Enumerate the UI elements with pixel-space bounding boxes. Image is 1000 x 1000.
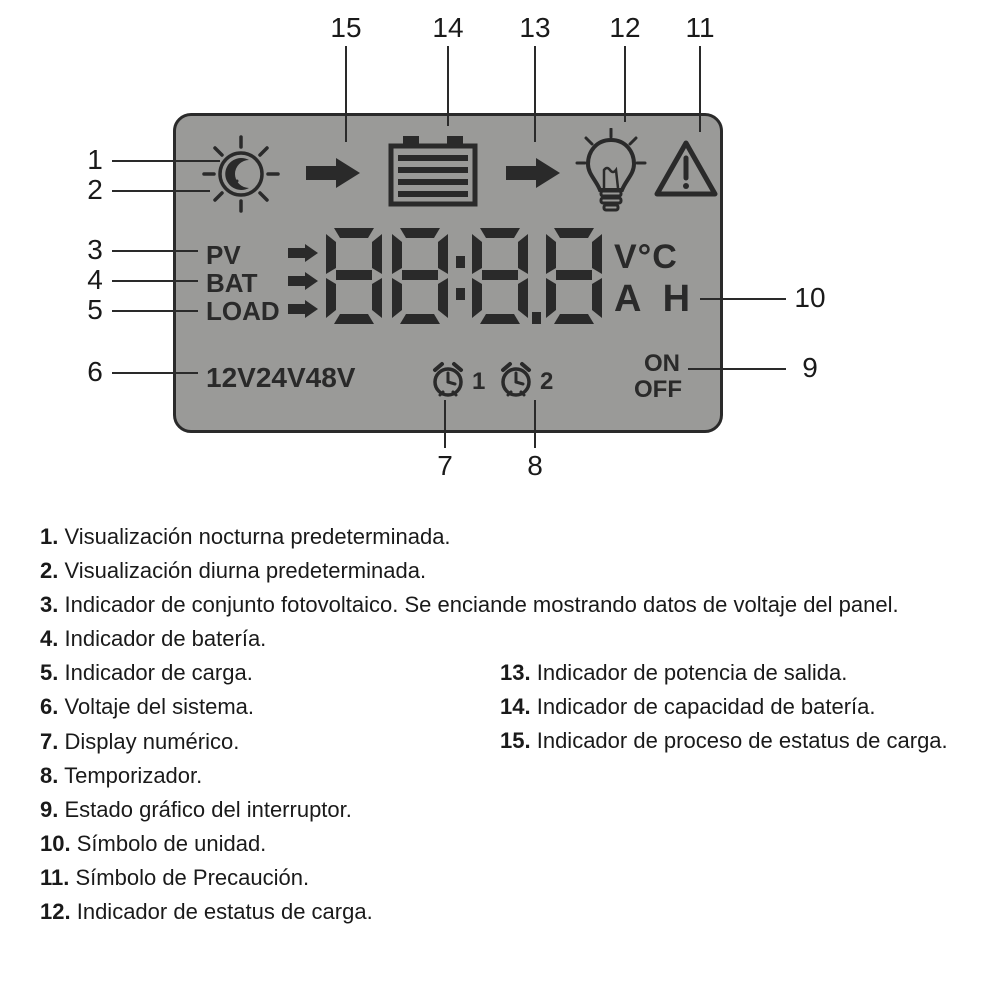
pv-arrow-icon <box>288 244 318 262</box>
callout-13: 13 <box>515 12 555 44</box>
legend-right: 13. Indicador de potencia de salida. 14.… <box>500 656 980 758</box>
callout-9: 9 <box>790 352 830 384</box>
units-vc: V°C <box>614 238 678 277</box>
lead-2 <box>112 190 210 192</box>
timer1-label: 1 <box>472 368 485 396</box>
callout-3: 3 <box>75 234 115 266</box>
legend-item: 1. Visualización nocturna predeterminada… <box>40 520 600 554</box>
lead-11 <box>699 46 701 132</box>
callout-14: 14 <box>428 12 468 44</box>
callout-15: 15 <box>326 12 366 44</box>
units-ah: A H <box>614 278 696 321</box>
caution-icon <box>654 140 718 198</box>
callout-5: 5 <box>75 294 115 326</box>
on-label: ON <box>644 350 680 378</box>
legend-item: 4. Indicador de batería. <box>40 622 600 656</box>
callout-7: 7 <box>425 450 465 482</box>
legend-item: 13. Indicador de potencia de salida. <box>500 656 980 690</box>
callout-6: 6 <box>75 356 115 388</box>
system-voltage: 12V24V48V <box>206 362 355 394</box>
callout-10: 10 <box>790 282 830 314</box>
lead-4 <box>112 280 198 282</box>
callout-1: 1 <box>75 144 115 176</box>
legend-item: 10. Símbolo de unidad. <box>40 827 600 861</box>
lead-7 <box>444 400 446 448</box>
legend-item: 11. Símbolo de Precaución. <box>40 861 600 895</box>
lead-12 <box>624 46 626 122</box>
legend-item: 15. Indicador de proceso de estatus de c… <box>500 724 980 758</box>
lead-10 <box>700 298 786 300</box>
callout-12: 12 <box>605 12 645 44</box>
lead-3 <box>112 250 198 252</box>
legend-item: 9. Estado gráfico del interruptor. <box>40 793 600 827</box>
legend-item: 2. Visualización diurna predeterminada. <box>40 554 600 588</box>
lead-9 <box>688 368 786 370</box>
bat-arrow-icon <box>288 272 318 290</box>
callout-2: 2 <box>75 174 115 206</box>
legend-item: 3. Indicador de conjunto fotovoltaico. S… <box>40 588 960 622</box>
lead-13 <box>534 46 536 142</box>
arrow-output-icon <box>506 158 560 188</box>
load-label: LOAD <box>206 296 280 327</box>
arrow-charge-icon <box>306 158 360 188</box>
legend-item: 14. Indicador de capacidad de batería. <box>500 690 980 724</box>
timer2-label: 2 <box>540 368 553 396</box>
load-arrow-icon <box>288 300 318 318</box>
off-label: OFF <box>634 376 682 404</box>
lead-8 <box>534 400 536 448</box>
legend-item: 8. Temporizador. <box>40 759 600 793</box>
digit-display <box>326 228 606 328</box>
lead-14 <box>447 46 449 126</box>
bulb-icon <box>574 128 649 220</box>
legend-item: 12. Indicador de estatus de carga. <box>40 895 600 929</box>
lead-15 <box>345 46 347 142</box>
lead-1 <box>112 160 220 162</box>
timer1-icon <box>430 360 466 398</box>
callout-11: 11 <box>680 12 720 44</box>
callout-4: 4 <box>75 264 115 296</box>
lead-5 <box>112 310 198 312</box>
bat-label: BAT <box>206 268 258 299</box>
pv-label: PV <box>206 240 241 271</box>
timer2-icon <box>498 360 534 398</box>
sun-moon-icon <box>201 134 281 214</box>
callout-8: 8 <box>515 450 555 482</box>
lead-6 <box>112 372 198 374</box>
lcd-panel: PV BAT LOAD <box>173 113 723 433</box>
battery-icon <box>388 136 478 208</box>
